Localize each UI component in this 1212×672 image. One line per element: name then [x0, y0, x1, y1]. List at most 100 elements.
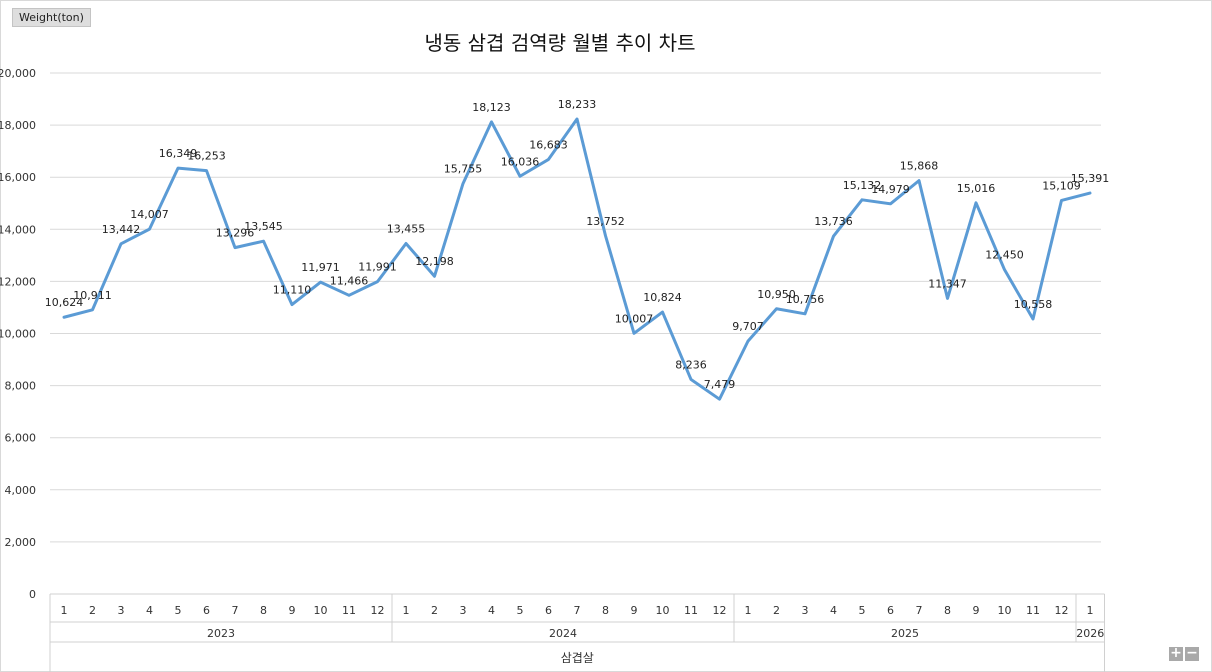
x-tick-label-month: 5: [859, 604, 866, 617]
data-point: [433, 274, 437, 278]
data-point: [62, 315, 66, 319]
data-point: [1003, 268, 1007, 272]
data-label: 10,558: [1014, 298, 1053, 311]
x-tick-label-month: 1: [403, 604, 410, 617]
x-tick-label-month: 9: [631, 604, 638, 617]
y-tick-label: 20,000: [0, 67, 36, 80]
x-tick-label-month: 9: [289, 604, 296, 617]
x-tick-label-month: 6: [887, 604, 894, 617]
x-tick-label-year: 2024: [549, 627, 577, 640]
x-tick-label-month: 11: [684, 604, 698, 617]
data-point: [119, 242, 123, 246]
data-label: 16,349: [159, 147, 198, 160]
data-label: 11,466: [330, 274, 369, 287]
data-point: [1031, 317, 1035, 321]
data-label: 11,991: [358, 261, 397, 274]
data-point: [860, 198, 864, 202]
data-point: [461, 182, 465, 186]
data-point: [148, 227, 152, 231]
data-point: [376, 280, 380, 284]
x-tick-label-month: 10: [656, 604, 670, 617]
data-label: 16,036: [501, 155, 540, 168]
x-tick-label-month: 7: [916, 604, 923, 617]
data-label: 12,198: [415, 255, 454, 268]
y-tick-label: 18,000: [0, 119, 36, 132]
x-tick-label-month: 6: [203, 604, 210, 617]
x-tick-label-month: 1: [1087, 604, 1094, 617]
y-tick-label: 0: [29, 588, 36, 601]
x-tick-label-year: 2025: [891, 627, 919, 640]
data-label: 13,736: [814, 215, 853, 228]
data-label: 15,016: [957, 182, 996, 195]
data-label: 15,868: [900, 160, 939, 173]
data-point: [404, 241, 408, 245]
data-label: 18,123: [472, 101, 511, 114]
data-label: 15,132: [843, 179, 882, 192]
y-tick-label: 10,000: [0, 328, 36, 341]
data-point: [233, 246, 237, 250]
data-label: 7,479: [704, 378, 736, 391]
data-label: 12,450: [985, 249, 1024, 262]
data-label: 11,971: [301, 261, 340, 274]
data-label: 18,233: [558, 98, 597, 111]
x-tick-label-month: 12: [1055, 604, 1069, 617]
x-tick-label-month: 3: [802, 604, 809, 617]
data-point: [803, 312, 807, 316]
data-point: [775, 307, 779, 311]
x-tick-label-month: 12: [713, 604, 727, 617]
data-label: 15,109: [1042, 179, 1081, 192]
data-point: [718, 397, 722, 401]
data-point: [974, 201, 978, 205]
data-label: 16,253: [187, 150, 226, 163]
data-point: [889, 202, 893, 206]
data-point: [1088, 191, 1092, 195]
data-point: [490, 120, 494, 124]
data-point: [290, 303, 294, 307]
data-label: 10,007: [615, 312, 654, 325]
x-tick-label-month: 11: [342, 604, 356, 617]
x-tick-label-month: 3: [460, 604, 467, 617]
data-label: 10,911: [73, 289, 112, 302]
data-label: 10,624: [45, 296, 84, 309]
x-tick-label-month: 1: [61, 604, 68, 617]
data-point: [575, 117, 579, 121]
x-tick-label-month: 7: [232, 604, 239, 617]
data-point: [1060, 198, 1064, 202]
weight-field-button[interactable]: Weight(ton): [12, 8, 91, 27]
x-tick-label-month: 10: [314, 604, 328, 617]
data-label: 16,683: [529, 138, 568, 151]
data-label: 10,756: [786, 293, 825, 306]
data-label: 14,007: [130, 208, 169, 221]
data-label: 13,752: [586, 215, 625, 228]
x-axis-title: 삼겹살: [561, 651, 594, 665]
data-point: [518, 174, 522, 178]
y-tick-label: 16,000: [0, 171, 36, 184]
x-tick-label-month: 2: [773, 604, 780, 617]
x-tick-label-month: 5: [175, 604, 182, 617]
x-tick-label-month: 6: [545, 604, 552, 617]
data-label: 13,442: [102, 223, 141, 236]
x-tick-label-year: 2026: [1076, 627, 1104, 640]
x-tick-label-month: 7: [574, 604, 581, 617]
zoom-out-button[interactable]: −: [1185, 645, 1199, 661]
data-point: [689, 377, 693, 381]
data-point: [176, 166, 180, 170]
data-label: 15,755: [444, 163, 483, 176]
data-point: [91, 308, 95, 312]
data-point: [262, 239, 266, 243]
chart-title: 냉동 삼겹 검역량 월별 추이 차트: [424, 31, 696, 55]
data-point: [917, 179, 921, 183]
x-tick-label-month: 5: [517, 604, 524, 617]
data-label: 15,391: [1071, 172, 1110, 185]
data-point: [746, 339, 750, 343]
data-point: [604, 234, 608, 238]
data-label: 13,455: [387, 222, 426, 235]
x-tick-label-month: 4: [488, 604, 495, 617]
data-point: [347, 293, 351, 297]
data-point: [946, 296, 950, 300]
data-label: 10,950: [757, 288, 796, 301]
x-tick-label-month: 12: [371, 604, 385, 617]
zoom-in-button[interactable]: +: [1169, 645, 1183, 661]
data-label: 9,707: [732, 320, 764, 333]
